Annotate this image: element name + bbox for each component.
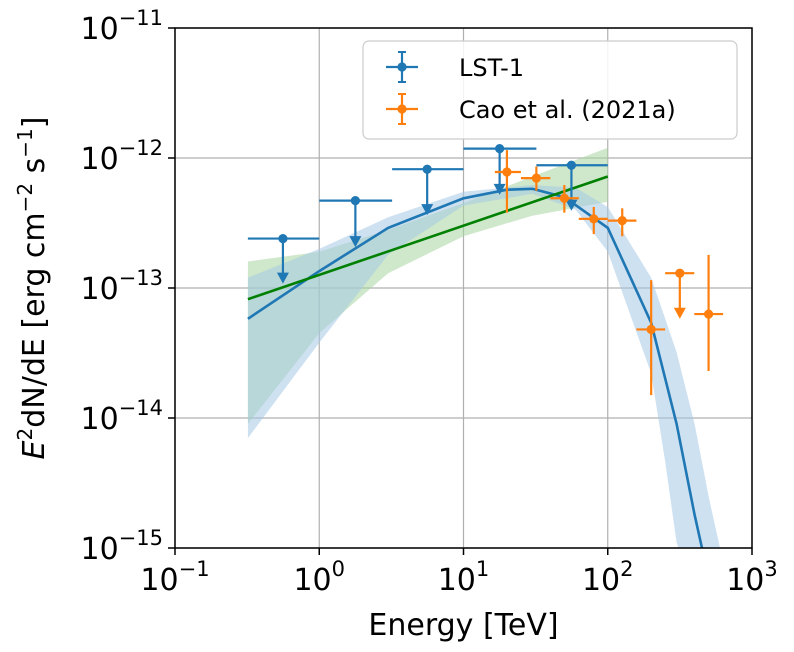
x-tick-label: 102 bbox=[582, 557, 634, 598]
legend-box bbox=[362, 40, 738, 140]
data-point bbox=[559, 193, 569, 203]
log-parabola-band bbox=[247, 185, 720, 548]
data-point bbox=[617, 215, 627, 226]
power-law-line bbox=[247, 175, 609, 301]
x-tick-label: 101 bbox=[438, 557, 490, 598]
log-parabola-line bbox=[247, 187, 704, 549]
y-axis-label-s: s bbox=[17, 158, 52, 183]
data-point bbox=[422, 164, 432, 174]
fit-bands bbox=[247, 147, 720, 548]
upper-limit-arrowhead bbox=[276, 272, 289, 284]
data-point bbox=[531, 173, 541, 183]
data-point bbox=[350, 196, 360, 206]
legend-label: LST-1 bbox=[459, 54, 524, 82]
y-tick-label: 10−13 bbox=[80, 266, 163, 307]
y-tick-label: 10−11 bbox=[80, 6, 163, 47]
data-point bbox=[278, 233, 288, 244]
data-points bbox=[247, 144, 724, 396]
upper-limit-arrowhead bbox=[349, 236, 362, 248]
legend: LST-1 Cao et al. (2021a) bbox=[362, 40, 738, 140]
legend-marker-dot bbox=[397, 104, 407, 114]
upper-limit-arrowhead bbox=[565, 199, 578, 211]
y-axis-label: E2dN/dE [erg cm−2 s−1] bbox=[13, 117, 52, 460]
y-tick-label: 10−12 bbox=[80, 136, 163, 177]
upper-limit-arrowhead bbox=[493, 183, 506, 195]
data-point bbox=[502, 167, 512, 177]
y-axis-label-close: ] bbox=[17, 117, 52, 129]
data-point bbox=[703, 309, 714, 319]
y-axis-label-sup2: −2 bbox=[13, 183, 37, 212]
y-tick-label: 10−15 bbox=[80, 526, 163, 567]
data-point bbox=[566, 160, 577, 170]
x-tick-label: 10−1 bbox=[140, 557, 209, 598]
power-law-band bbox=[247, 147, 608, 424]
upper-limit-arrowhead bbox=[673, 307, 686, 319]
x-axis-label: Energy [TeV] bbox=[368, 608, 558, 643]
x-tick-label: 100 bbox=[293, 557, 345, 598]
y-axis-label-e: E bbox=[17, 440, 52, 459]
legend-label: Cao et al. (2021a) bbox=[459, 96, 676, 124]
x-tick-label: 103 bbox=[726, 557, 778, 598]
cao-series bbox=[494, 150, 724, 396]
y-tick-label: 10−14 bbox=[80, 396, 163, 437]
lst1-series bbox=[247, 144, 608, 284]
upper-limit-arrowhead bbox=[421, 204, 434, 216]
y-axis-label-body: dN/dE [erg cm bbox=[17, 212, 52, 427]
y-axis-label-sup3: −1 bbox=[13, 128, 37, 157]
fit-curves bbox=[247, 175, 704, 549]
axis-ticks: 10−1 100 101 102 103 10−15 10−14 10−13 10−12 10−1… bbox=[80, 6, 777, 598]
legend-marker-dot bbox=[397, 62, 407, 72]
data-point bbox=[495, 144, 505, 154]
data-point bbox=[675, 268, 685, 278]
y-axis-label-sup1: 2 bbox=[13, 428, 37, 441]
data-point bbox=[589, 214, 599, 224]
data-point bbox=[646, 324, 656, 335]
